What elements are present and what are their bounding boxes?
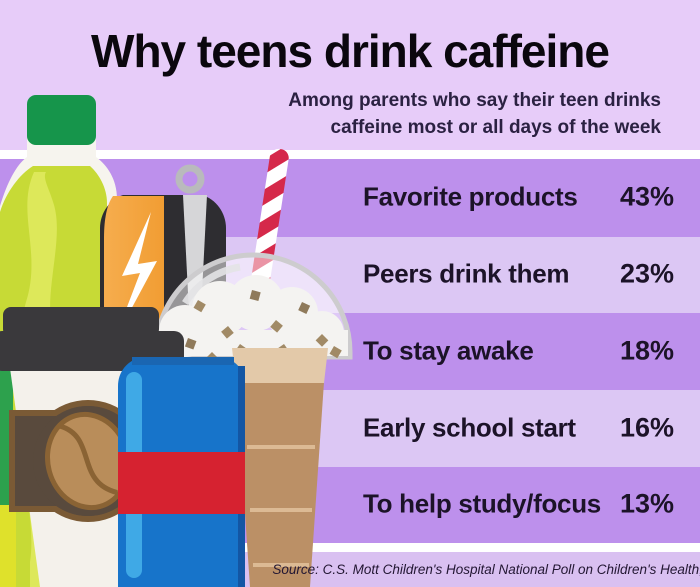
row-label: Early school start xyxy=(363,412,576,443)
coffee-bean-icon xyxy=(44,411,132,511)
frappe-cup-icon xyxy=(232,348,328,587)
row-label: Favorite products xyxy=(363,181,578,212)
divider-bottom xyxy=(0,543,700,552)
soda-can-icon xyxy=(118,357,245,587)
row-label: To help study/focus xyxy=(363,488,601,519)
row-value: 23% xyxy=(619,258,674,289)
row-value: 13% xyxy=(619,488,674,519)
row-label: Peers drink them xyxy=(363,258,570,289)
divider-top xyxy=(0,150,700,159)
lightning-bolt-icon xyxy=(114,212,157,341)
row-value: 18% xyxy=(619,335,674,366)
row-label: To stay awake xyxy=(363,335,534,366)
row-value: 43% xyxy=(619,181,674,212)
row-value: 16% xyxy=(619,412,674,443)
